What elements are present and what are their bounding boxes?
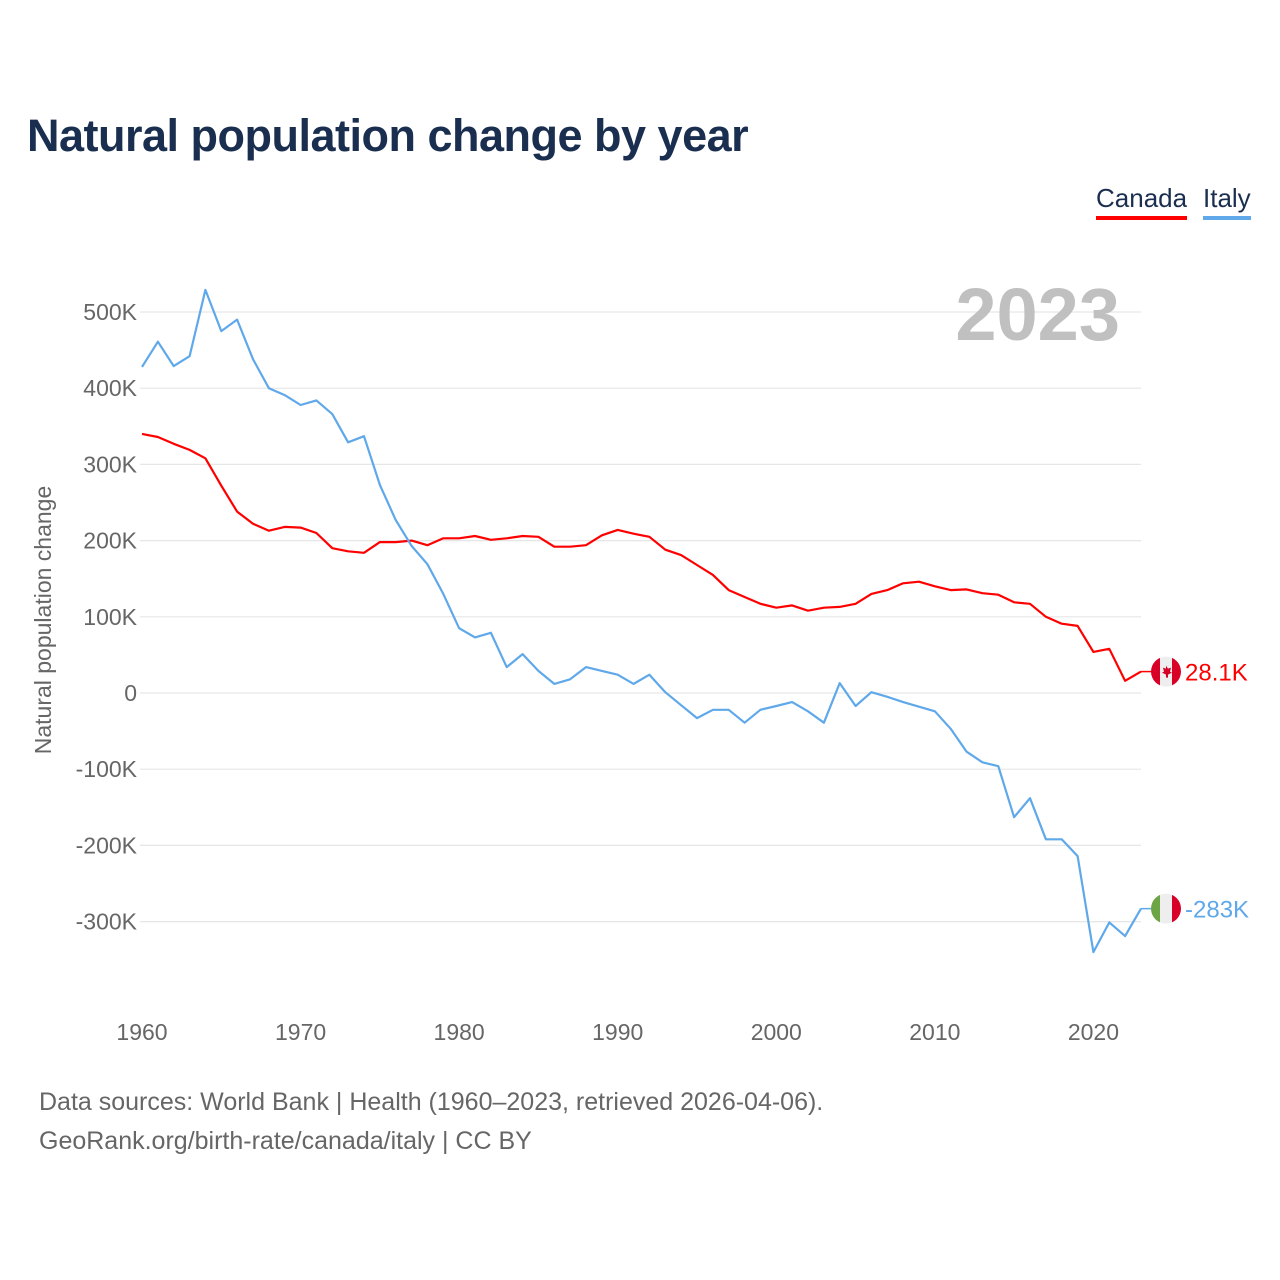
y-axis-label: Natural population change: [30, 486, 56, 755]
x-tick-label: 1960: [116, 1019, 167, 1045]
flag-body: [1151, 893, 1181, 924]
y-tick-label: -200K: [76, 832, 138, 858]
year-watermark: 2023: [955, 273, 1120, 356]
chart-title: Natural population change by year: [27, 110, 749, 161]
y-tick-label: 500K: [83, 299, 137, 325]
y-tick-label: 0: [124, 680, 137, 706]
end-value-label: 28.1K: [1185, 660, 1248, 687]
y-tick-label: 400K: [83, 375, 137, 401]
y-tick-label: -300K: [76, 909, 138, 935]
series-line-canada: [141, 432, 1142, 682]
flag-stripe: [1172, 656, 1181, 687]
source-link[interactable]: GeoRank.org/birth-rate/canada/italy | CC…: [39, 1127, 532, 1155]
y-tick-label: 200K: [83, 528, 137, 554]
legend-canada[interactable]: Canada: [1096, 183, 1188, 220]
x-tick-label: 2010: [909, 1019, 960, 1045]
x-tick-label: 1980: [434, 1019, 485, 1045]
flag-stripe: [1151, 893, 1160, 924]
x-tick-label: 2000: [751, 1019, 802, 1045]
series-line-italy: [141, 288, 1142, 954]
flag-body: [1151, 656, 1181, 687]
flag-stripe: [1160, 893, 1172, 924]
flag-italy-icon: [1151, 893, 1181, 924]
flag-stripe: [1172, 893, 1181, 924]
legend-italy[interactable]: Italy: [1203, 183, 1251, 220]
end-value-label: -283K: [1185, 897, 1249, 924]
y-tick-label: 300K: [83, 451, 137, 477]
x-tick-label: 2020: [1068, 1019, 1119, 1045]
y-tick-label: 100K: [83, 604, 137, 630]
flag-canada-icon: [1151, 656, 1181, 687]
data-sources: Data sources: World Bank | Health (1960–…: [39, 1088, 824, 1116]
x-tick-label: 1990: [592, 1019, 643, 1045]
maple-leaf-icon: [1162, 665, 1172, 678]
x-tick-label: 1970: [275, 1019, 326, 1045]
flag-stripe: [1151, 656, 1160, 687]
y-tick-label: -100K: [76, 756, 138, 782]
